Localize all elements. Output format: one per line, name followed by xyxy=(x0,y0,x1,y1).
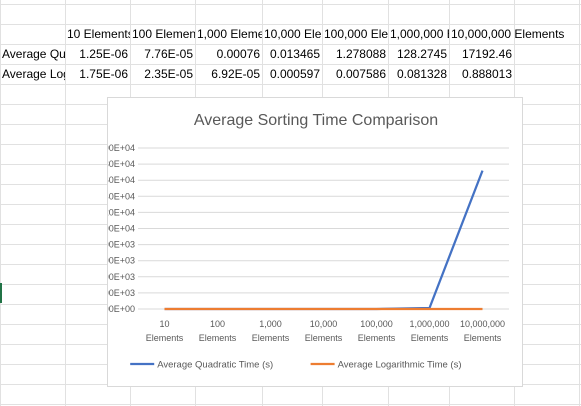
value-cell[interactable]: 0.013465 xyxy=(269,47,320,61)
column-header-cell[interactable]: 10 Elements xyxy=(67,27,130,41)
grid-row-line xyxy=(0,4,581,5)
value-cell[interactable]: 0.888013 xyxy=(461,67,512,81)
grid-column-line xyxy=(579,0,580,406)
y-tick-label: 1.40E+04 xyxy=(108,191,135,201)
x-tick-label: 1,000,000 Elements xyxy=(409,319,449,343)
value-cell[interactable]: 128.2745 xyxy=(396,47,447,61)
value-cell[interactable]: 1.25E-06 xyxy=(79,47,128,61)
value-cell[interactable]: 2.35E-05 xyxy=(144,67,193,81)
x-tick-label: 1,000 Elements xyxy=(252,319,290,343)
grid-column-line xyxy=(65,0,66,406)
value-cell[interactable]: 1.75E-06 xyxy=(79,67,128,81)
x-tick-label: 10,000,000 Elements xyxy=(460,319,505,343)
x-tick-label: 100 Elements xyxy=(199,319,237,343)
column-header-cell[interactable]: 100 Elements xyxy=(132,27,195,41)
y-tick-label: 4.00E+03 xyxy=(108,272,135,282)
column-header-cell[interactable]: 10,000,000 Elements xyxy=(451,27,565,41)
row-selection-marker xyxy=(0,283,2,303)
chart-title: Average Sorting Time Comparison xyxy=(194,112,438,129)
value-cell[interactable]: 0.000597 xyxy=(269,67,320,81)
value-cell[interactable]: 17192.46 xyxy=(461,47,512,61)
y-tick-label: 0.00E+00 xyxy=(108,304,135,314)
column-header-cell[interactable]: 100,000 Elements xyxy=(324,27,388,41)
value-cell[interactable]: 0.007586 xyxy=(335,67,386,81)
value-cell[interactable]: 0.00076 xyxy=(216,47,260,61)
grid-row-line xyxy=(0,404,581,405)
x-tick-label: 10 Elements xyxy=(146,319,184,343)
y-tick-label: 6.00E+03 xyxy=(108,256,135,266)
series-line-1 xyxy=(164,170,484,311)
y-tick-label: 2.00E+04 xyxy=(108,143,135,153)
value-cell[interactable]: 1.278088 xyxy=(335,47,386,61)
legend-label-1: Average Quadratic Time (s) xyxy=(157,360,273,371)
x-tick-label: 100,000 Elements xyxy=(358,319,396,343)
y-tick-label: 1.80E+04 xyxy=(108,159,135,169)
legend-label-2: Average Logarithmic Time (s) xyxy=(338,360,462,371)
column-header-cell[interactable]: 10,000 Elements xyxy=(264,27,322,41)
x-tick-label: 10,000 Elements xyxy=(305,319,343,343)
grid-column-line xyxy=(0,0,1,406)
grid-row-line xyxy=(0,64,581,65)
column-header-cell[interactable]: 1,000 Elements xyxy=(197,27,262,41)
row-label-cell[interactable]: Average Logarithmic Time (s) xyxy=(2,67,65,81)
y-tick-label: 8.00E+03 xyxy=(108,240,135,250)
y-tick-label: 1.60E+04 xyxy=(108,175,135,185)
y-tick-label: 1.00E+04 xyxy=(108,224,135,234)
value-cell[interactable]: 7.76E-05 xyxy=(144,47,193,61)
y-tick-label: 2.00E+03 xyxy=(108,288,135,298)
grid-row-line xyxy=(0,24,581,25)
value-cell[interactable]: 6.92E-05 xyxy=(211,67,260,81)
grid-row-line xyxy=(0,44,581,45)
chart-canvas: Average Sorting Time Comparison 0.00E+00… xyxy=(108,112,509,371)
line-chart[interactable]: Average Sorting Time Comparison 0.00E+00… xyxy=(107,97,523,387)
value-cell[interactable]: 0.081328 xyxy=(396,67,447,81)
grid-row-line xyxy=(0,84,581,85)
column-header-cell[interactable]: 1,000,000 Elements xyxy=(390,27,449,41)
row-label-cell[interactable]: Average Quadratic Time (s) xyxy=(2,47,65,61)
y-tick-label: 1.20E+04 xyxy=(108,207,135,217)
